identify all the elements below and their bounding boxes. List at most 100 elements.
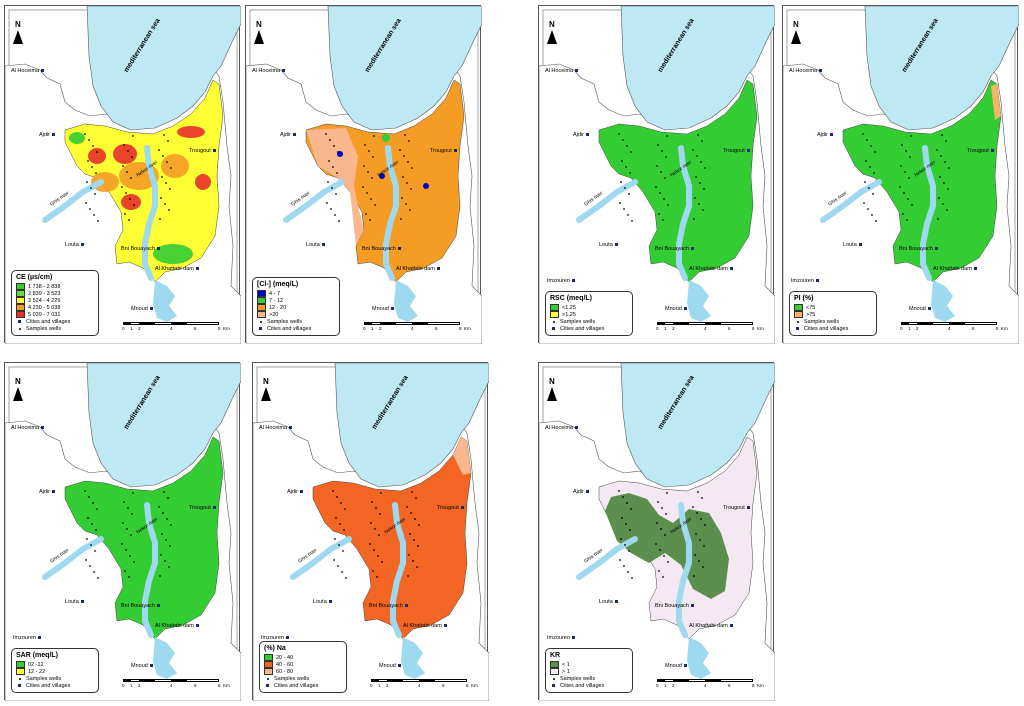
legend-label: >1,25: [562, 311, 576, 318]
city-label: Al Hoceima: [252, 68, 286, 74]
sample-well: [366, 192, 368, 194]
scale-segment: [673, 322, 689, 325]
sample-well: [948, 167, 950, 169]
legend-class: 5 039 - 7 031: [16, 311, 94, 318]
city-label: Al Khattabi dam: [933, 266, 977, 272]
sample-well: [866, 139, 868, 141]
river: [283, 145, 399, 281]
sample-well: [900, 165, 902, 167]
sample-well: [630, 508, 632, 510]
legend-swatch: [264, 668, 273, 675]
city-label: Mnoud: [379, 663, 401, 669]
sample-well: [620, 181, 622, 183]
map-legend: CE (µs/cm) 1 738 - 2 838 2 839 - 3 523 3 52…: [11, 270, 99, 336]
river: [576, 145, 692, 281]
scale-tick: 8: [466, 683, 469, 688]
scale-tick: 1: [664, 683, 667, 688]
legend-symbol: Samples wells: [550, 675, 628, 682]
sample-well: [345, 577, 347, 579]
sample-well: [619, 559, 621, 561]
city-label: Louta: [306, 242, 325, 248]
well-dot-icon: [550, 677, 557, 680]
sample-well: [939, 176, 941, 178]
scale-segment: [380, 322, 396, 325]
sample-well: [333, 559, 335, 561]
city-marker-icon: [550, 684, 557, 687]
sample-well: [96, 508, 98, 510]
sample-well: [93, 571, 95, 573]
legend-label: 7 - 12: [269, 297, 284, 304]
north-label: N: [15, 20, 21, 29]
sample-well: [703, 545, 705, 547]
sample-well: [365, 213, 367, 215]
sample-well: [409, 533, 411, 535]
scale-segment: [387, 679, 403, 682]
sample-well: [84, 133, 86, 135]
city-label: Mnoud: [372, 306, 394, 312]
legend-symbol: Cities and villages: [16, 682, 94, 689]
sample-well: [373, 549, 375, 551]
city-marker-icon: [690, 247, 694, 251]
sample-well: [405, 203, 407, 205]
legend-symbol: Cities and villages: [550, 325, 628, 332]
legend-label: > 1: [562, 668, 570, 675]
sample-well: [658, 213, 660, 215]
scale-tick: 0: [122, 326, 125, 331]
sample-well: [868, 187, 870, 189]
scale-tick: 0: [363, 326, 366, 331]
legend-class: < 1: [550, 661, 628, 668]
sample-well: [618, 133, 620, 135]
sample-well: [372, 156, 374, 158]
sample-well: [336, 496, 338, 498]
sample-well: [132, 492, 134, 494]
sample-well: [871, 214, 873, 216]
sample-well: [128, 576, 130, 578]
sample-well: [85, 559, 87, 561]
legend-class: <75: [794, 304, 872, 311]
city-marker-icon: [815, 279, 819, 283]
scale-tick: 6: [442, 683, 445, 688]
sample-well: [628, 193, 630, 195]
sample-well: [704, 524, 706, 526]
legend-label: Samples wells: [267, 318, 303, 325]
scale-tick: 1: [130, 326, 133, 331]
map-legend: KR < 1 > 1 Samples wells Cities and villages: [545, 648, 633, 693]
city-label: Al Khattabi dam: [155, 623, 199, 629]
sea-area: [620, 6, 775, 131]
sample-well: [408, 140, 410, 142]
sample-well: [693, 218, 695, 220]
legend-class: 02 -12: [16, 661, 94, 668]
scale-tick: 2: [138, 326, 141, 331]
sample-well: [363, 165, 365, 167]
legend-label: 12 - 20: [269, 304, 287, 311]
city-label: Al Khattabi dam: [403, 623, 447, 629]
legend-symbol: Cities and villages: [264, 682, 342, 689]
river: [576, 502, 692, 638]
scale-tick: 1: [130, 683, 133, 688]
sample-well: [946, 209, 948, 211]
sample-well: [947, 188, 949, 190]
city-marker-icon: [443, 624, 447, 628]
scale-tick: 1: [371, 326, 374, 331]
sample-well: [666, 135, 668, 137]
city-marker-icon: [285, 636, 289, 640]
scale-tick: 1: [664, 326, 667, 331]
sample-well: [623, 208, 625, 210]
sample-well: [938, 197, 940, 199]
city-label: Al Khattabi dam: [689, 623, 733, 629]
sample-well: [629, 172, 631, 174]
sample-well: [937, 218, 939, 220]
legend-class: <1,25: [550, 304, 628, 311]
sample-well: [407, 161, 409, 163]
sample-well: [164, 560, 166, 562]
scale-bar: 0 1 2 4 6 8 Km: [122, 322, 230, 334]
sample-well: [619, 202, 621, 204]
sample-well: [131, 513, 133, 515]
ce-zone: [195, 174, 211, 190]
city-label: Al Khattabi dam: [155, 266, 199, 272]
city-marker-icon: [149, 307, 153, 311]
sample-well: [362, 186, 364, 188]
scale-tick: 0: [656, 326, 659, 331]
sample-well: [170, 167, 172, 169]
city-marker-icon: [397, 664, 401, 668]
